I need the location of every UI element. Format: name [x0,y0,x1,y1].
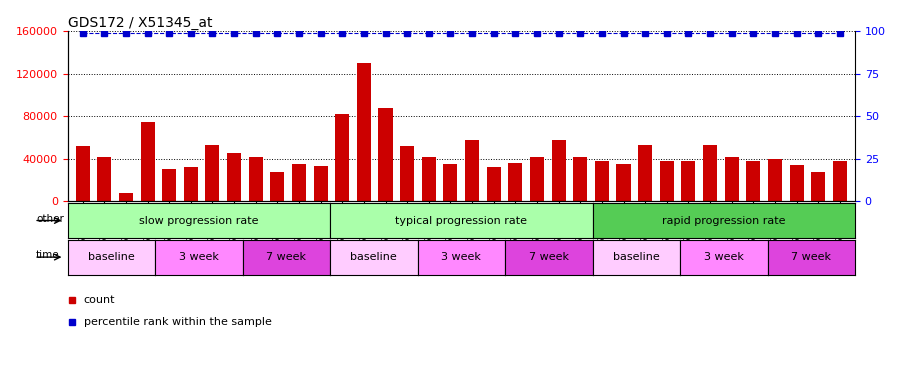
Text: 7 week: 7 week [791,252,832,262]
Bar [768,159,782,201]
Bar [789,165,804,201]
Bar [660,161,674,201]
Text: count: count [84,295,115,305]
Bar [811,172,825,201]
Bar [119,193,133,201]
Text: slow progression rate: slow progression rate [139,216,258,225]
Text: baseline: baseline [613,252,660,262]
Bar [444,164,457,201]
Bar [184,167,198,201]
Bar [530,157,544,201]
Bar [400,146,414,201]
Bar [379,108,392,201]
Bar [140,122,155,201]
Text: other: other [36,214,64,224]
Bar [616,164,631,201]
Bar [595,161,609,201]
Bar [248,157,263,201]
Bar [508,163,522,201]
Text: typical progression rate: typical progression rate [395,216,527,225]
Text: rapid progression rate: rapid progression rate [662,216,786,225]
Bar [76,146,90,201]
Text: 3 week: 3 week [179,252,219,262]
Bar [724,157,739,201]
Bar [97,157,112,201]
Bar [422,157,436,201]
Text: 3 week: 3 week [441,252,482,262]
Bar [313,166,328,201]
Bar [205,145,220,201]
Text: 7 week: 7 week [266,252,306,262]
Bar [227,153,241,201]
Bar [465,139,479,201]
Bar [832,161,847,201]
Bar [270,172,284,201]
Text: baseline: baseline [88,252,135,262]
Bar [357,63,371,201]
Bar [552,139,565,201]
Text: GDS172 / X51345_at: GDS172 / X51345_at [68,16,212,30]
Bar [335,114,349,201]
Bar [573,157,588,201]
Bar [681,161,696,201]
Text: 3 week: 3 week [704,252,743,262]
Bar [638,145,652,201]
Bar [703,145,717,201]
Bar [292,164,306,201]
Bar [746,161,760,201]
Text: time: time [36,250,59,260]
Bar [162,169,176,201]
Bar [487,167,500,201]
Text: percentile rank within the sample: percentile rank within the sample [84,317,272,327]
Text: 7 week: 7 week [529,252,569,262]
Text: baseline: baseline [350,252,397,262]
